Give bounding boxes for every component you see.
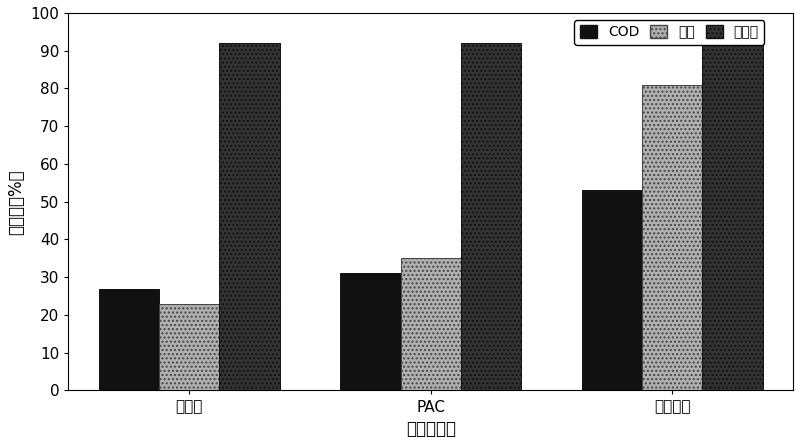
Bar bbox=[582, 190, 642, 390]
X-axis label: 絮凝剂种类: 絮凝剂种类 bbox=[406, 420, 456, 438]
Bar bbox=[461, 43, 522, 390]
Legend: COD, 色度, 悬浮物: COD, 色度, 悬浮物 bbox=[574, 20, 764, 45]
Bar bbox=[219, 43, 280, 390]
Bar bbox=[98, 288, 159, 390]
Bar bbox=[159, 303, 219, 390]
Bar bbox=[642, 85, 702, 390]
Bar bbox=[702, 39, 763, 390]
Bar bbox=[340, 273, 401, 390]
Bar bbox=[401, 259, 461, 390]
Y-axis label: 去除率（%）: 去除率（%） bbox=[7, 169, 25, 235]
